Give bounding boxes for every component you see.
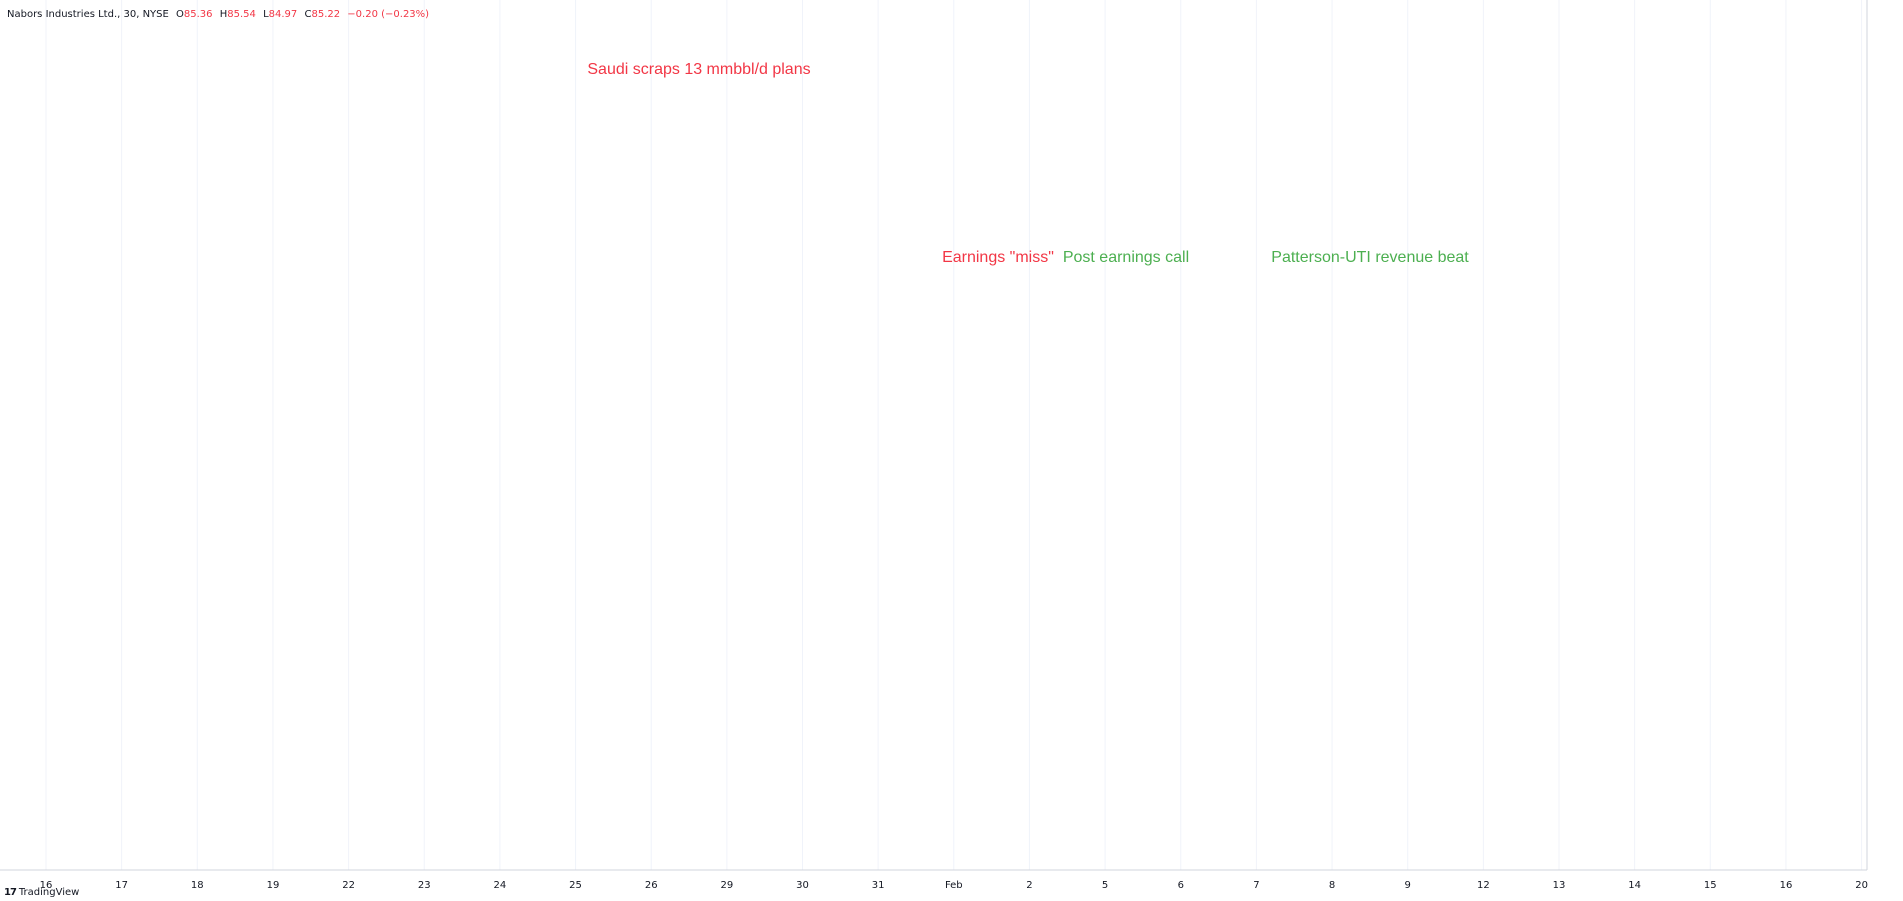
symbol-header: Nabors Industries Ltd., 30, NYSE O85.36 … [7,9,429,20]
x-tick-label: 16 [1780,880,1793,891]
footer-branding: 17 TradingView [4,887,79,898]
x-tick-label: 15 [1704,880,1717,891]
x-tick-label: 30 [796,880,809,891]
annotations: Saudi scraps 13 mmbbl/d plans Earnings "m… [587,61,1469,266]
annotation-label: Earnings "miss" [942,249,1054,266]
x-tick-label: 23 [418,880,431,891]
annotation-label: Patterson-UTI revenue beat [1271,249,1469,266]
x-tick-label: 13 [1553,880,1566,891]
x-tick-label: 31 [872,880,885,891]
x-tick-label: 25 [569,880,582,891]
close-label: C [304,9,312,20]
x-tick-label: 29 [720,880,733,891]
x-tick-label: 16 [40,880,53,891]
x-tick-label: 17 [115,880,128,891]
brand-name[interactable]: TradingView [18,887,80,898]
low-value: 84.97 [268,9,298,20]
annotation-label: Post earnings call [1063,249,1189,266]
high-label: H [219,9,228,20]
x-tick-label: 18 [191,880,204,891]
x-tick-label: 22 [342,880,355,891]
x-tick-label: 26 [645,880,658,891]
x-tick-label: 2 [1026,880,1032,891]
grid [45,0,1863,870]
x-tick-label: 19 [267,880,280,891]
x-tick-label: 5 [1102,880,1108,891]
open-value: 85.36 [183,9,213,20]
x-tick-label: 14 [1628,880,1641,891]
x-tick-label: 12 [1477,880,1490,891]
x-tick-label: 8 [1329,880,1335,891]
x-tick-label: 9 [1405,880,1411,891]
x-tick-label: Feb [945,880,963,891]
high-value: 85.54 [227,9,256,20]
low-label: L [263,9,269,20]
annotation-label: Saudi scraps 13 mmbbl/d plans [587,61,810,78]
x-tick-label: 7 [1253,880,1259,891]
x-tick-label: 6 [1178,880,1184,891]
open-label: O [176,9,184,20]
symbol-title[interactable]: Nabors Industries Ltd., 30, NYSE [7,9,169,20]
close-value: 85.22 [311,9,341,20]
x-tick-label: 20 [1855,880,1868,891]
x-tick-label: 24 [494,880,507,891]
tradingview-logo-icon: 17 [4,887,17,898]
change-value: −0.20 (−0.23%) [347,9,430,20]
